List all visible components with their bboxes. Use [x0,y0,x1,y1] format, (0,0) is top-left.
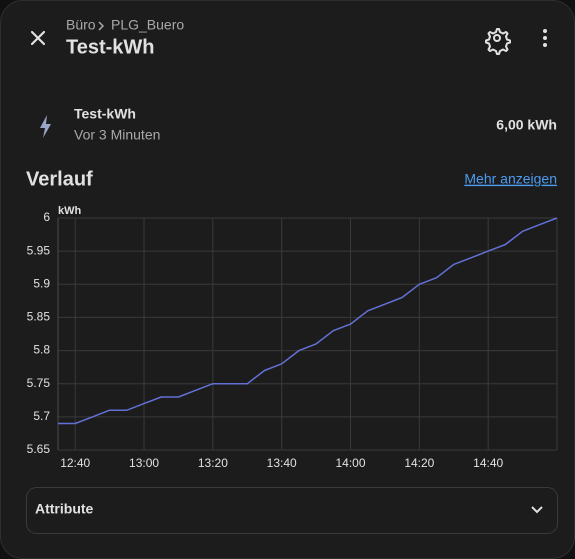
breadcrumb-area: Büro [66,17,96,33]
x-tick-label: 13:40 [267,456,297,470]
x-tick-label: 14:40 [473,456,503,470]
breadcrumb-chevron [98,21,105,31]
lightning-icon [40,115,51,138]
entity-last-changed: Vor 3 Minuten [74,127,160,143]
data-line [58,217,558,425]
y-tick-label: 5.8 [33,343,50,357]
y-tick-label: 5.7 [33,409,50,423]
x-tick-label: 14:20 [404,456,434,470]
entity-name: Test-kWh [74,106,136,122]
y-axis-label: kWh [58,205,82,217]
attributes-panel[interactable]: Attribute [26,487,558,534]
y-tick-label: 5.9 [33,276,50,290]
settings-button[interactable] [485,28,511,55]
x-tick-label: 12:40 [60,456,90,470]
y-tick-label: 5.75 [27,376,51,390]
y-tick-label: 5.85 [27,310,51,324]
dialog-title: Test-kWh [66,36,155,58]
breadcrumb-device: PLG_Buero [111,17,184,33]
x-tick-label: 13:00 [129,456,159,470]
expand-chevron [531,506,543,514]
chart: 5.65 5.7 5.75 5.8 5.85 5.9 5.95 6 12:40 13:00 13:2… [27,210,558,470]
entity-state: 6,00 kWh [496,117,557,133]
more-menu-button[interactable] [543,29,547,47]
attributes-label: Attribute [35,501,94,517]
y-tick-label: 5.65 [27,442,51,456]
x-tick-label: 14:00 [336,456,366,470]
history-heading: Verlauf [26,168,93,190]
close-button[interactable] [30,30,46,46]
y-tick-label: 5.95 [27,243,51,257]
x-tick-label: 13:20 [198,456,228,470]
y-tick-label: 6 [43,210,50,224]
more-info-link[interactable]: Mehr anzeigen [464,171,557,187]
